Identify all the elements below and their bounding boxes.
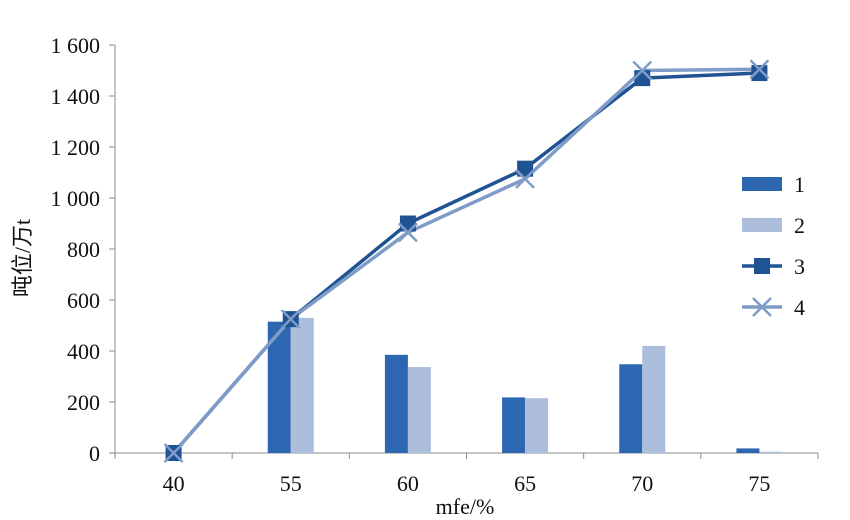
marker-series-4 [398,222,418,243]
marker-series-4 [515,168,535,189]
marker-stroke [632,60,653,81]
bar-series-1 [384,354,408,453]
y-tick-label: 1 400 [51,84,101,109]
bar-series-1 [736,448,760,453]
marker-series-3 [634,70,651,87]
y-tick-label: 200 [67,390,100,415]
marker-series-4 [163,443,184,463]
marker-stroke [280,309,301,330]
bar-series-2 [290,317,314,453]
y-tick-label: 1 600 [51,33,101,58]
y-tick-label: 0 [89,441,100,466]
x-tick-label: 65 [514,471,536,496]
ticks: 0 200 400 600 800 1 000 1 200 1 400 1 600 40 55 60 6… [51,33,819,496]
legend-label-2: 2 [794,213,805,238]
legend-label-4: 4 [794,295,805,320]
marker-stroke [163,443,184,463]
marker-series-3 [517,160,534,177]
y-tick-label: 400 [67,339,100,364]
bar-series-1 [267,321,291,453]
line-series-3 [172,71,760,455]
marker-series-3 [751,65,768,82]
axes [114,45,818,454]
marker-stroke [749,59,770,80]
marker-series-4 [749,59,770,80]
bar-series-2 [525,398,549,453]
y-tick-label: 1 200 [51,135,101,160]
legend-marker-3 [754,258,770,274]
marker-stroke [398,222,418,243]
x-tick-label: 40 [163,471,185,496]
bar-series-1 [502,397,526,453]
y-tick-label: 800 [67,237,100,262]
legend-marker-4 [752,297,772,317]
y-axis-title: 吨位/万t [10,219,35,297]
y-tick-label: 1 000 [51,186,101,211]
bar-series-1 [619,364,643,453]
x-tick-label: 70 [631,471,653,496]
marker-stroke [515,168,535,189]
bars [267,317,783,453]
bar-series-2 [407,367,431,453]
x-tick-label: 55 [280,471,302,496]
legend-label-1: 1 [794,172,805,197]
legend: 1 2 3 4 [742,172,805,320]
y-tick-label: 600 [67,288,100,313]
bar-series-2 [642,345,666,453]
lines [163,59,770,463]
x-axis-title: mfe/% [436,494,495,519]
marker-series-4 [632,60,653,81]
x-tick-label: 60 [397,471,419,496]
marker-stroke [752,297,772,317]
legend-label-3: 3 [794,254,805,279]
x-tick-label: 75 [748,471,770,496]
line-series-4 [172,67,760,455]
marker-series-3 [399,215,416,232]
legend-swatch-2 [742,218,782,232]
marker-series-4 [280,309,301,330]
legend-swatch-1 [742,177,782,191]
bar-series-2 [759,451,783,453]
